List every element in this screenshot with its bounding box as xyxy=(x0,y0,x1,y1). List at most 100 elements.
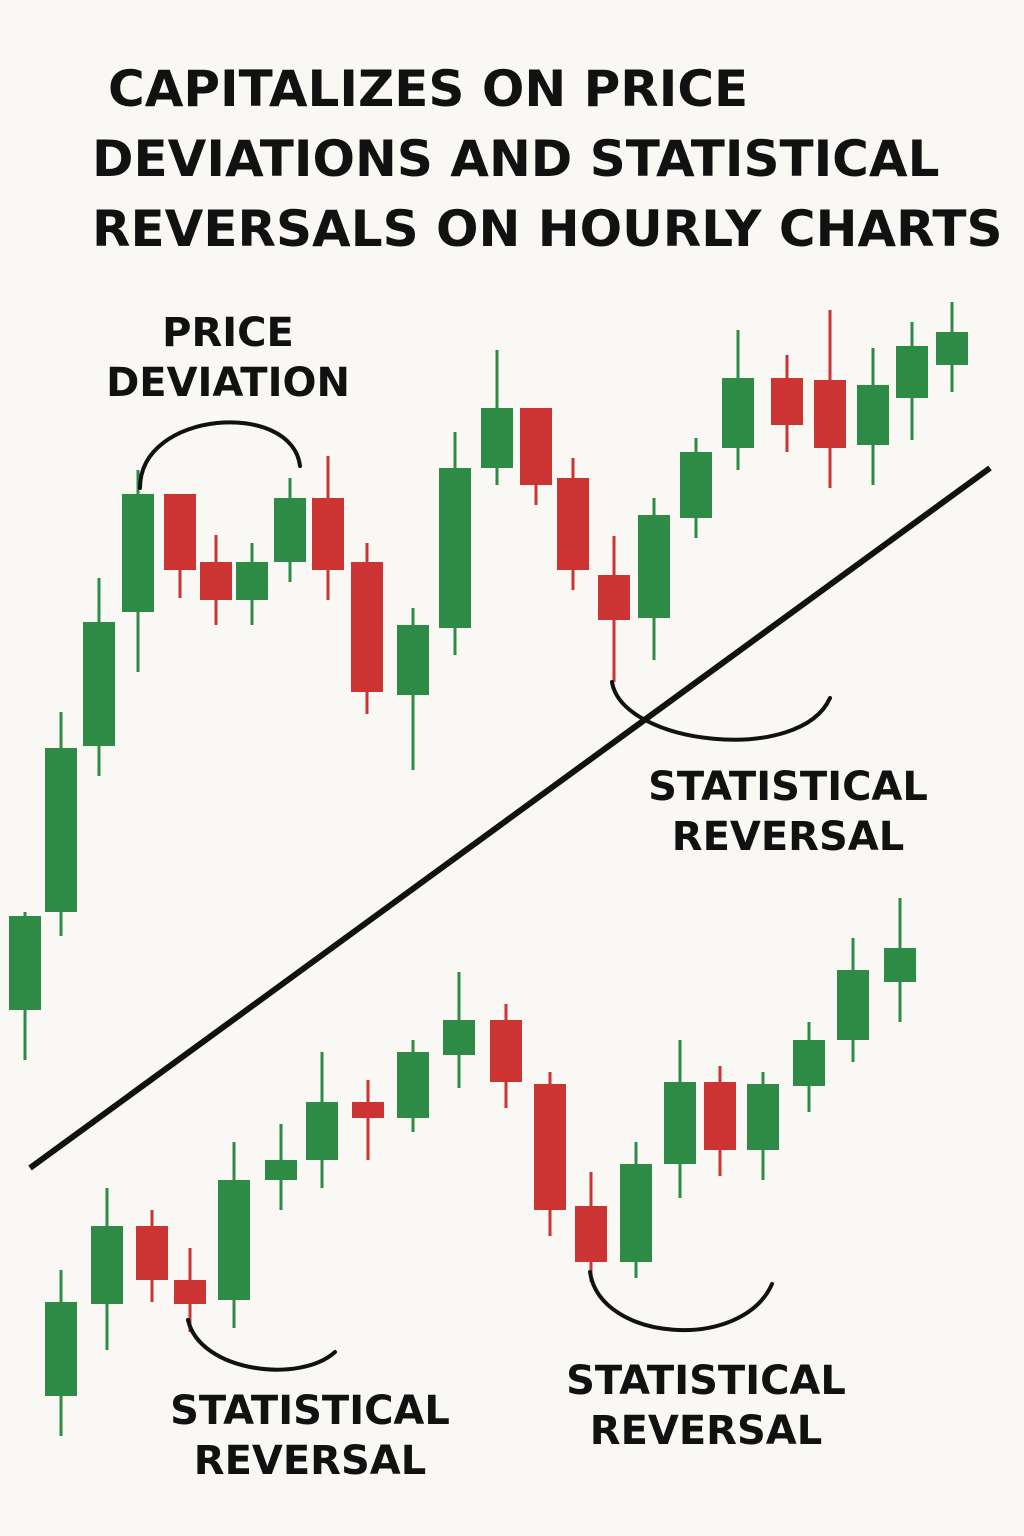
candle xyxy=(557,458,589,590)
candle xyxy=(664,1040,696,1198)
candle xyxy=(936,302,968,392)
candle xyxy=(575,1172,607,1282)
candle-body xyxy=(638,515,670,618)
candle xyxy=(83,578,115,776)
candle xyxy=(534,1072,566,1236)
candle-body xyxy=(164,494,196,570)
annotation-label: PRICE xyxy=(162,310,294,356)
candle-body xyxy=(884,948,916,982)
candle-body xyxy=(534,1084,566,1210)
candle-body xyxy=(490,1020,522,1082)
candle-body xyxy=(575,1206,607,1262)
candle xyxy=(439,432,471,655)
candle-body xyxy=(218,1180,250,1300)
candle xyxy=(218,1142,250,1328)
candle xyxy=(722,330,754,470)
candle xyxy=(91,1188,123,1350)
candle xyxy=(136,1210,168,1302)
candle xyxy=(896,322,928,440)
annotation-label: STATISTICAL xyxy=(170,1388,450,1434)
candle xyxy=(312,456,344,600)
candle-body xyxy=(122,494,154,612)
candle-body xyxy=(45,1302,77,1396)
candle-body xyxy=(771,378,803,425)
candle xyxy=(620,1142,652,1278)
candle xyxy=(837,938,869,1062)
candle-body xyxy=(236,562,268,600)
candle-body xyxy=(306,1102,338,1160)
candle-body xyxy=(45,748,77,912)
candle-body xyxy=(936,332,968,365)
annotation-label: STATISTICAL xyxy=(566,1358,846,1404)
candle-body xyxy=(896,346,928,398)
candle xyxy=(265,1124,297,1210)
annotation-label: REVERSAL xyxy=(194,1438,426,1484)
candle xyxy=(200,535,232,625)
annotation-label: DEVIATION xyxy=(106,360,350,406)
candle xyxy=(352,1080,384,1160)
annotation-label: REVERSAL xyxy=(672,814,904,860)
candle xyxy=(747,1072,779,1180)
candle-body xyxy=(814,380,846,448)
candle-body xyxy=(557,478,589,570)
candle-body xyxy=(9,916,41,1010)
candle-body xyxy=(274,498,306,562)
candle xyxy=(481,350,513,485)
candle-body xyxy=(664,1082,696,1164)
candle-body xyxy=(312,498,344,570)
candle xyxy=(306,1052,338,1188)
title-line: DEVIATIONS AND STATISTICAL xyxy=(92,130,939,188)
candle-body xyxy=(136,1226,168,1280)
title-line: REVERSALS ON HOURLY CHARTS xyxy=(92,200,1003,258)
title-line: CAPITALIZES ON PRICE xyxy=(108,60,748,118)
candle xyxy=(351,543,383,714)
trend-line xyxy=(28,465,992,1171)
candle-body xyxy=(352,1102,384,1118)
candle-body xyxy=(722,378,754,448)
annotation-arc xyxy=(186,1318,337,1372)
annotation-arc xyxy=(610,680,832,742)
candle-body xyxy=(174,1280,206,1304)
candle xyxy=(236,543,268,625)
candle xyxy=(45,1270,77,1436)
candle-body xyxy=(91,1226,123,1304)
candle-body xyxy=(793,1040,825,1086)
candle-body xyxy=(481,408,513,468)
candle xyxy=(443,972,475,1088)
annotation-label: STATISTICAL xyxy=(648,764,928,810)
candle xyxy=(814,310,846,488)
candle-body xyxy=(265,1160,297,1180)
candle xyxy=(793,1022,825,1112)
candle xyxy=(680,438,712,538)
candle xyxy=(274,478,306,582)
candle-body xyxy=(747,1084,779,1150)
candle-body xyxy=(680,452,712,518)
candles xyxy=(9,302,968,1436)
candle xyxy=(857,348,889,485)
candle xyxy=(9,912,41,1060)
candle-body xyxy=(837,970,869,1040)
candle xyxy=(174,1248,206,1332)
candle-body xyxy=(620,1164,652,1262)
annotation-arc xyxy=(588,1270,774,1333)
candle-body xyxy=(397,625,429,695)
candle-body xyxy=(443,1020,475,1055)
candle xyxy=(520,408,552,505)
candle xyxy=(884,898,916,1022)
candle-body xyxy=(857,385,889,445)
candle-body xyxy=(200,562,232,600)
candle xyxy=(164,494,196,598)
candle-body xyxy=(598,575,630,620)
candle-body xyxy=(397,1052,429,1118)
candle xyxy=(598,536,630,682)
candle-body xyxy=(439,468,471,628)
annotation-label: REVERSAL xyxy=(590,1408,822,1454)
candle-body xyxy=(520,408,552,485)
candle-body xyxy=(704,1082,736,1150)
annotation-arc xyxy=(138,420,302,490)
candle xyxy=(638,498,670,660)
candle xyxy=(704,1066,736,1176)
candle xyxy=(397,1040,429,1132)
